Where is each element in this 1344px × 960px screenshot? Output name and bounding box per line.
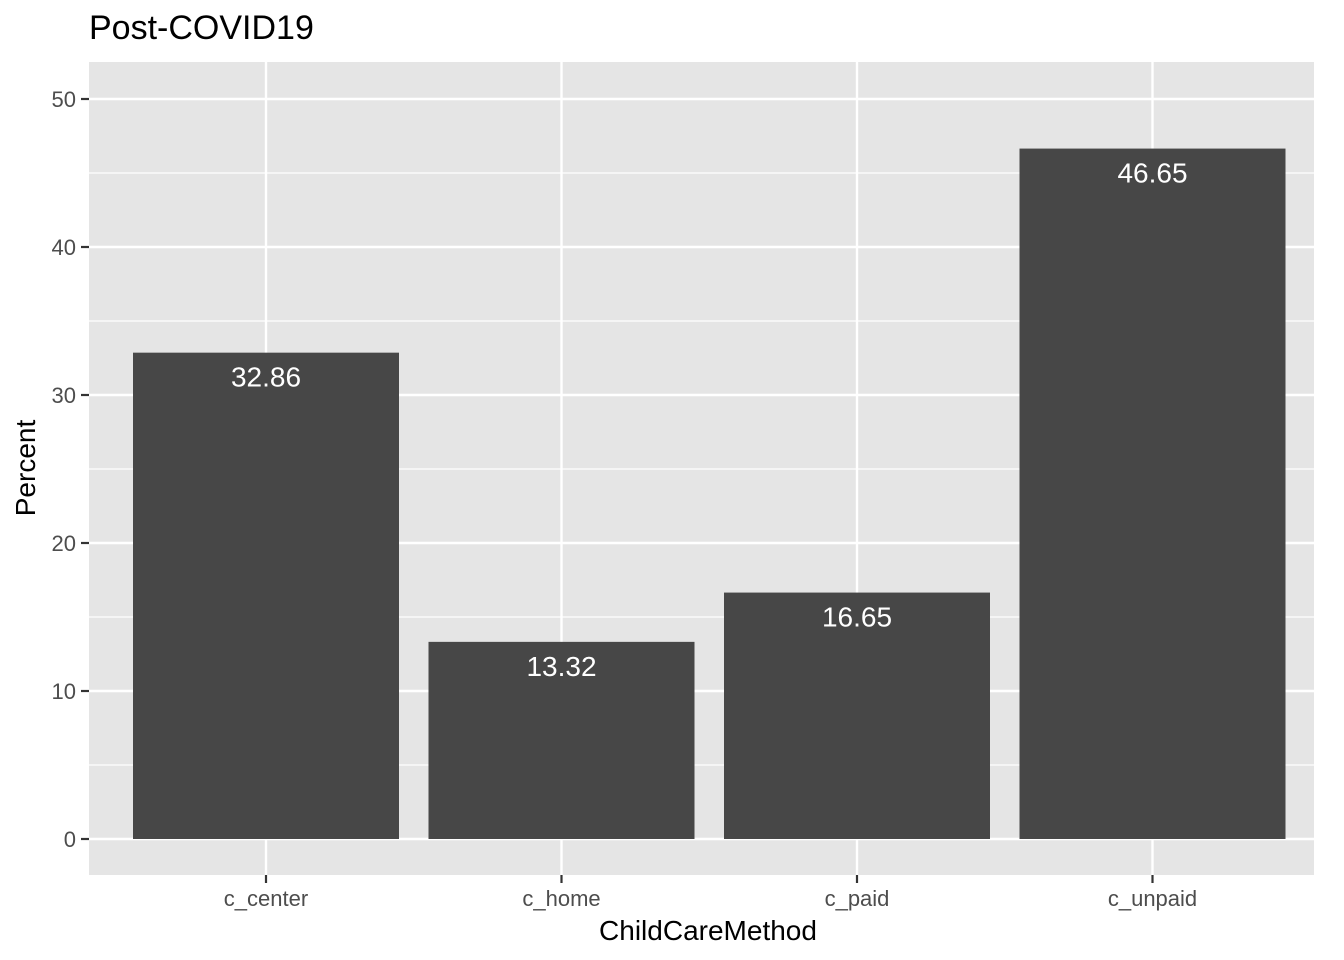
data-label-c_unpaid: 46.65 [1117, 158, 1187, 189]
data-label-c_center: 32.86 [231, 362, 301, 393]
y-tick-label: 30 [52, 383, 76, 408]
bars [133, 148, 1286, 839]
x-axis: c_center c_home c_paid c_unpaid [224, 875, 1197, 911]
x-tick-label: c_paid [825, 886, 890, 911]
y-tick-label: 0 [64, 827, 76, 852]
y-tick-label: 40 [52, 235, 76, 260]
bar-c_home [428, 641, 695, 839]
data-label-c_home: 13.32 [526, 651, 596, 682]
bar-c_center [133, 352, 399, 839]
y-axis-title: Percent [10, 420, 41, 517]
y-tick-label: 50 [52, 87, 76, 112]
bar-data-labels: 32.86 13.32 16.65 46.65 [231, 158, 1188, 682]
y-tick-label: 20 [52, 531, 76, 556]
x-tick-label: c_home [522, 886, 600, 911]
x-tick-label: c_unpaid [1108, 886, 1197, 911]
y-axis: 0 10 20 30 40 50 [52, 87, 89, 852]
bar-c_unpaid [1019, 148, 1286, 839]
x-tick-label: c_center [224, 886, 308, 911]
x-axis-title: ChildCareMethod [599, 915, 817, 946]
y-tick-label: 10 [52, 679, 76, 704]
bar-c_paid [724, 592, 990, 839]
data-label-c_paid: 16.65 [822, 602, 892, 633]
chart-title: Post-COVID19 [89, 9, 314, 47]
